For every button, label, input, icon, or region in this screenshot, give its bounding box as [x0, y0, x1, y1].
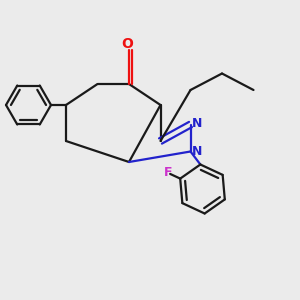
Text: N: N — [192, 116, 202, 130]
Text: O: O — [122, 37, 134, 51]
Text: N: N — [192, 145, 202, 158]
Text: F: F — [164, 167, 172, 179]
